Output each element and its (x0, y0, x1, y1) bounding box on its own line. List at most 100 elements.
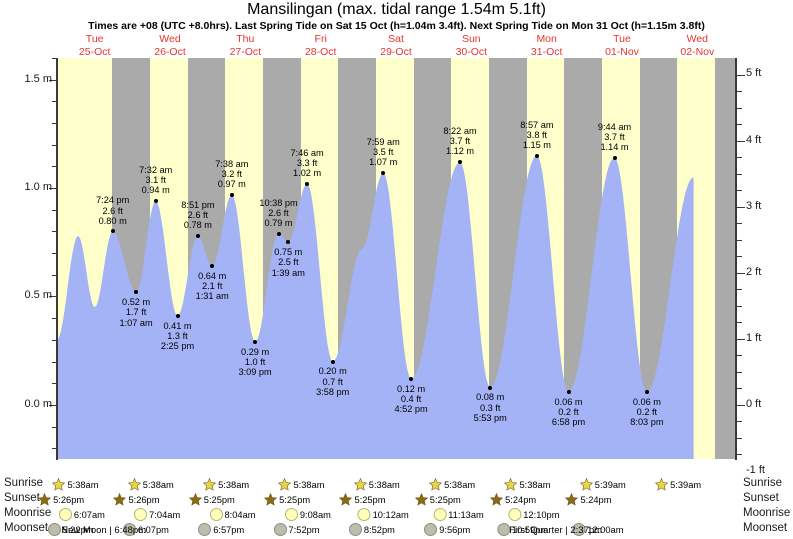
tide-height-ft: 3.3 ft (296, 157, 318, 168)
y-label-left-1: 1.5 m (24, 72, 52, 85)
astro-moonrise-day-5: 10:12am (357, 508, 409, 521)
astro-moonset-day-6: 9:56pm (424, 523, 470, 536)
tide-height-ft: 1.0 ft (244, 357, 266, 368)
y-tick-left (49, 188, 57, 190)
tide-height-m: 0.75 m (274, 247, 303, 258)
astro-time: 5:39am (594, 479, 626, 490)
tide-height-m: 0.12 m (397, 383, 426, 394)
tide-height-ft: 0.2 ft (636, 407, 658, 417)
tide-height-m: 1.14 m (600, 142, 629, 153)
moon-disc (198, 523, 212, 536)
astro-time: 5:38am (444, 479, 476, 490)
moonset-moon-icon (424, 523, 438, 536)
y-label-right-5: 1 ft (746, 331, 762, 344)
tide-time: 1:31 am (195, 291, 229, 302)
tide-high-label-11: 7:46 am 3.3 ft 1.02 m (290, 148, 323, 179)
y-label-right-2: 4 ft (746, 133, 762, 146)
tide-low-label-10: 0.75 m 2.5 ft 1:39 am (272, 247, 305, 278)
astro-row-label-sunset-r: Sunset (743, 492, 779, 504)
tide-extreme-dot (330, 359, 335, 364)
moon-disc (273, 523, 287, 536)
y-tick-left (52, 274, 57, 276)
tide-high-label-13: 7:59 am 3.5 ft 1.07 m (367, 137, 400, 168)
y-label-left-4: 0.0 m (24, 397, 52, 410)
sunset-star-icon (339, 492, 353, 506)
astro-row-label-moonset-l: Moonset (4, 522, 49, 534)
y-axis-left-line (56, 58, 58, 460)
astro-moonset-day-8: 12:00am (572, 523, 623, 536)
astro-time: 8:52pm (363, 524, 395, 535)
tide-height-m: 0.78 m (183, 220, 212, 231)
astro-moonset-day-3: 6:57pm (198, 523, 244, 536)
y-tick-right (737, 223, 742, 225)
astro-row-label-sunrise-r: Sunrise (743, 477, 782, 489)
tide-curve (57, 155, 694, 459)
y-tick-left (52, 448, 57, 450)
y-tick-right (737, 173, 742, 175)
astro-time: 5:25pm (279, 494, 311, 505)
astro-sunset-day-5: 5:25pm (339, 492, 385, 506)
astro-sunrise-day-8: 5:39am (579, 477, 626, 491)
y-tick-left (52, 166, 57, 168)
y-tick-right (737, 124, 742, 125)
astro-row-label-moonset-r: Moonset (743, 522, 788, 534)
y-tick-right (737, 239, 742, 241)
day-weekday: Tue (85, 33, 104, 45)
moonset-moon-icon (47, 523, 61, 536)
y-tick-right (737, 272, 745, 274)
y-label-right-3: 3 ft (746, 199, 762, 212)
y-tick-left (52, 209, 57, 211)
astro-time: 9:08am (299, 509, 331, 520)
day-date: 28-Oct (304, 45, 337, 58)
tide-time: 9:44 am (597, 121, 632, 132)
astro-time: 5:38am (519, 479, 551, 490)
y-tick-left (52, 101, 57, 103)
sunset-star-icon (264, 492, 278, 506)
astro-time: 7:52pm (288, 524, 320, 535)
sunrise-star-icon (52, 477, 66, 491)
day-header-9: Wed 02-Nov (660, 33, 735, 59)
tide-extreme-dot (210, 264, 215, 269)
day-date: 30-Oct (455, 45, 488, 58)
y-tick-left (52, 231, 57, 233)
y-label-right-7: -1 ft (746, 463, 765, 476)
day-header-1: Tue 25-Oct (57, 33, 132, 59)
astro-row-label-moonrise-r: Moonrise (743, 507, 791, 519)
moonrise-moon-icon (284, 508, 298, 521)
tide-time: 7:46 am (290, 147, 324, 158)
sunrise-star-icon (203, 477, 217, 491)
day-weekday: Tue (613, 33, 631, 45)
tide-height-ft: 1.7 ft (125, 307, 147, 318)
astro-time: 6:07pm (137, 524, 169, 535)
tide-time: 8:22 am (443, 126, 477, 137)
tide-time: 5:53 pm (473, 412, 507, 423)
tide-time: 4:52 pm (394, 404, 428, 415)
astro-sunset-day-7: 5:24pm (490, 492, 536, 506)
tide-low-label-4: 0.41 m 1.3 ft 2:25 pm (161, 321, 194, 352)
astro-time: 5:26pm (53, 494, 85, 505)
tide-extreme-dot (153, 199, 158, 204)
day-weekday: Mon (536, 33, 557, 45)
day-date: 31-Oct (530, 45, 563, 58)
y-axis-right-line (735, 58, 737, 460)
astro-moonrise-day-1: 6:07am (58, 508, 105, 521)
tide-height-m: 0.97 m (217, 178, 246, 189)
y-tick-left (52, 383, 57, 385)
moon-disc (209, 508, 223, 521)
astro-sunrise-day-5: 5:38am (353, 477, 400, 491)
astro-time: 9:56pm (439, 524, 471, 535)
sunset-star-icon (113, 492, 127, 506)
tide-time: 1:39 am (271, 267, 305, 278)
astro-moonset-day-4: 7:52pm (273, 523, 320, 536)
y-tick-left (52, 361, 57, 363)
tide-extreme-dot (276, 231, 281, 236)
astro-sunset-day-2: 5:26pm (113, 492, 159, 506)
night-band-9 (715, 58, 735, 459)
y-tick-right (737, 388, 742, 390)
y-tick-left (49, 296, 57, 298)
tide-height-m: 0.79 m (264, 217, 293, 228)
moonrise-moon-icon (433, 508, 447, 521)
astro-row-label-sunset-l: Sunset (4, 492, 40, 504)
tide-height-ft: 3.8 ft (526, 129, 548, 140)
tide-low-label-12: 0.20 m 0.7 ft 3:58 pm (316, 366, 349, 397)
